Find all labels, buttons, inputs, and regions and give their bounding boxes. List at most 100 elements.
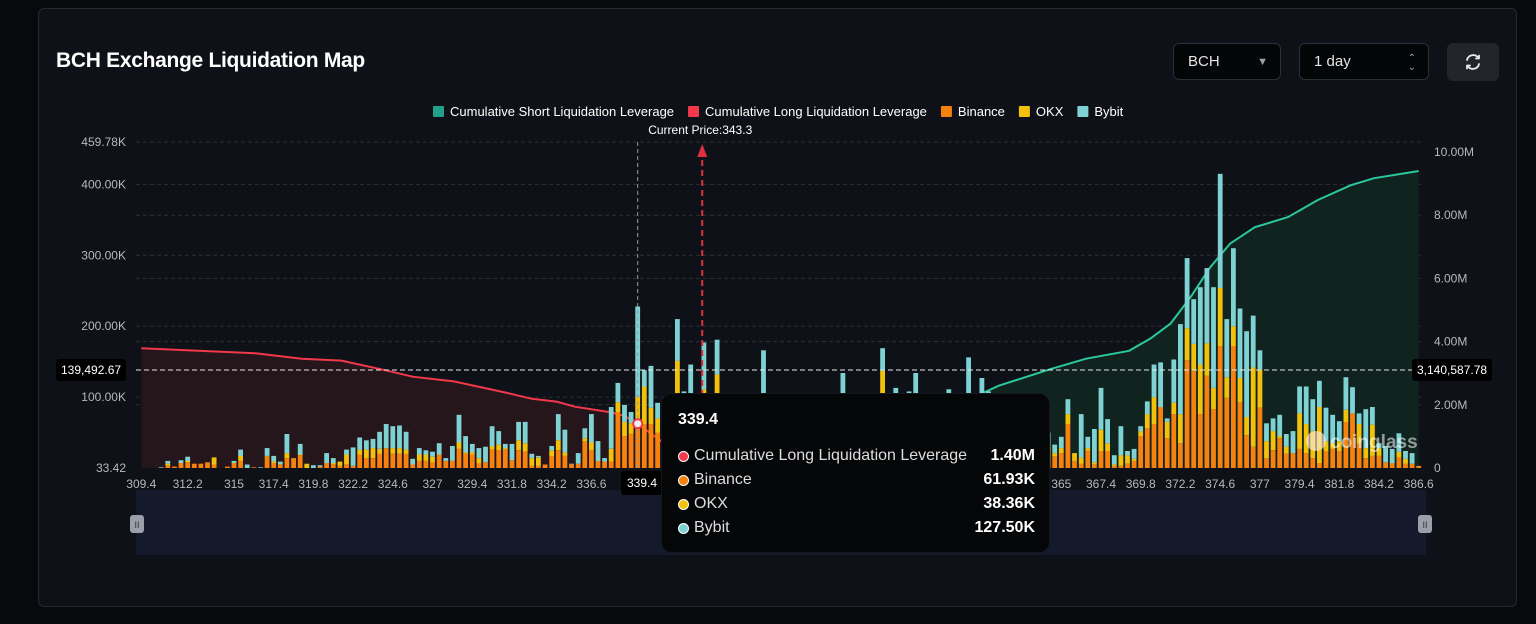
legend-item[interactable]: OKX [1036,104,1064,119]
tooltip-value: 38.36K [983,495,1035,512]
bar-okx [1204,343,1210,376]
bar-bybit [1323,407,1329,441]
bar-bybit [1310,399,1316,432]
bar-bybit [158,467,164,468]
tooltip-row-long: Cumulative Long Liquidation Leverage 1.4… [678,445,1035,467]
bar-bybit [330,458,336,464]
bar-bybit [165,460,171,464]
bar-okx [536,457,541,466]
bar-bybit [383,424,389,449]
bar-okx [403,449,409,454]
bar-binance [1283,453,1289,468]
bar-binance [416,460,422,468]
bar-bybit [1409,453,1415,464]
refresh-button[interactable] [1447,43,1499,81]
bar-okx [648,407,654,424]
current-price-label: Current Price:343.3 [648,123,752,137]
hover-point-marker [632,418,644,430]
bar-binance [641,424,647,468]
bar-binance [648,424,654,468]
bar-okx [1244,416,1249,436]
bar-binance [575,463,581,468]
bar-binance [1191,370,1197,468]
bar-okx [1092,462,1097,465]
y-left-tick-label: 100.00K [81,390,126,404]
bar-bybit [436,443,442,455]
bar-bybit [1164,418,1170,422]
legend-item[interactable]: Cumulative Long Liquidation Leverage [705,104,927,119]
legend-item[interactable]: Bybit [1094,104,1123,119]
bar-bybit [582,428,588,439]
bar-bybit [1376,443,1382,449]
bar-binance [1356,443,1362,468]
bar-bybit [185,456,191,461]
crosshair-right-value: 3,140,587.78 [1412,359,1493,381]
bar-binance [1350,413,1355,468]
bar-binance [502,449,508,468]
bar-bybit [469,443,475,453]
bar-okx [1336,441,1342,451]
bar-okx [1237,378,1243,403]
bar-binance [350,465,356,468]
bar-okx [1118,455,1124,466]
bar-okx [1164,421,1170,439]
bar-binance [1257,407,1263,468]
slider-handle[interactable] [1418,515,1432,533]
range-select[interactable]: 1 day ⌃ ⌄ [1299,43,1429,80]
bar-bybit [258,467,263,468]
bar-binance [1389,463,1395,468]
y-right-tick-label: 4.00M [1434,335,1467,349]
bar-bybit [1383,446,1388,463]
bar-okx [1184,328,1190,361]
bar-binance [582,441,588,468]
y-right-tick-label: 8.00M [1434,208,1467,222]
bar-bybit [1105,419,1110,444]
x-tick-label: 379.4 [1285,477,1315,491]
coinglass-logo-icon [1306,431,1326,451]
bar-bybit [1138,426,1144,432]
bar-bybit [1204,268,1210,344]
bar-binance [608,461,614,468]
tooltip-value: 61.93K [983,471,1035,488]
bar-binance [1144,428,1150,468]
legend-item[interactable]: Binance [958,104,1005,119]
bar-bybit [489,426,495,447]
bybit-dot-icon [678,522,689,534]
bar-okx [1072,453,1077,461]
bar-binance [165,465,171,468]
bar-bybit [1290,431,1296,454]
bar-binance [1277,438,1283,468]
bar-binance [403,453,409,468]
bar-binance [1197,414,1203,468]
bar-binance [1323,451,1329,468]
bar-binance [1078,463,1084,468]
bar-bybit [178,460,184,463]
slider-handle[interactable] [130,515,144,533]
bar-okx [1231,326,1236,347]
bar-binance [1231,346,1236,468]
bar-bybit [1403,451,1408,459]
bar-bybit [231,460,237,463]
bar-okx [238,455,243,461]
bar-binance [450,460,455,468]
legend-swatch-icon [1018,106,1030,117]
bar-okx [1151,397,1157,424]
bar-binance [569,464,574,468]
bar-binance [1376,455,1382,468]
x-tick-label: 315 [224,477,244,491]
tooltip-label: Cumulative Long Liquidation Leverage [694,447,968,464]
bar-okx [337,461,343,466]
bar-bybit [423,450,429,455]
bar-binance [1270,450,1276,468]
legend-item[interactable]: Cumulative Short Liquidation Leverage [450,104,674,119]
bar-bybit [549,446,555,451]
bar-okx [1138,431,1144,437]
bar-binance [172,466,177,468]
coin-select[interactable]: BCH ▼ [1173,43,1281,80]
bar-binance [1178,443,1183,468]
bar-okx [430,456,435,463]
bar-binance [628,434,634,468]
bar-binance [1370,455,1375,468]
bar-bybit [430,451,435,457]
bar-bybit [324,453,329,463]
